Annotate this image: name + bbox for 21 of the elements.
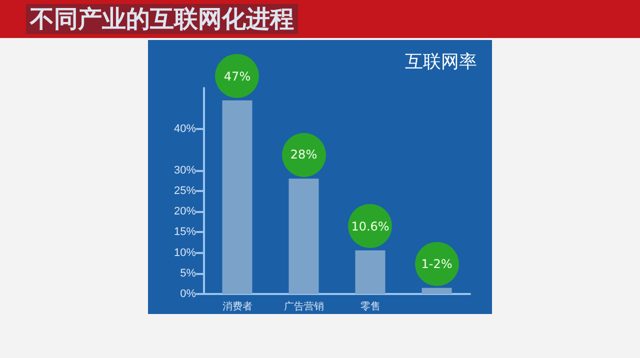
chart-title: 不同产业的互联网化进程 xyxy=(26,4,298,34)
x-tick-label: 零售 xyxy=(360,300,380,312)
x-tick-label: 广告营销 xyxy=(284,300,324,312)
y-tick-label: 10% xyxy=(174,246,196,259)
chart-subtitle: 互联网率 xyxy=(405,52,477,72)
y-tick-label: 20% xyxy=(174,206,196,218)
data-label: 28% xyxy=(290,148,318,162)
x-tick-label: 消费者 xyxy=(222,300,252,312)
data-label: 47% xyxy=(224,69,251,84)
data-label: 10.6% xyxy=(351,219,390,234)
bar xyxy=(422,288,452,294)
y-tick-label: 15% xyxy=(174,226,196,238)
y-tick-label: 5% xyxy=(180,267,196,280)
y-tick-label: 0% xyxy=(180,288,196,300)
y-tick-label: 40% xyxy=(174,123,196,136)
y-tick-label: 25% xyxy=(174,185,196,197)
bar xyxy=(222,100,252,294)
bar xyxy=(288,178,319,294)
bar xyxy=(355,250,386,294)
y-tick-label: 30% xyxy=(174,164,196,176)
data-label: 1-2% xyxy=(421,256,452,271)
